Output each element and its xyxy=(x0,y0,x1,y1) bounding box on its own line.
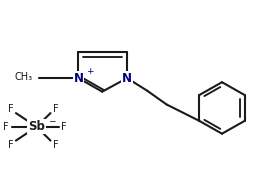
Text: F: F xyxy=(8,139,14,149)
Text: −: − xyxy=(48,116,56,125)
Text: F: F xyxy=(3,122,9,132)
Text: Sb: Sb xyxy=(28,120,45,133)
Text: +: + xyxy=(86,67,93,76)
Text: F: F xyxy=(53,139,59,149)
Text: N: N xyxy=(122,72,132,85)
Text: F: F xyxy=(53,104,59,114)
Text: CH₃: CH₃ xyxy=(14,72,33,82)
Text: N: N xyxy=(73,72,83,85)
Text: F: F xyxy=(61,122,66,132)
Text: F: F xyxy=(8,104,14,114)
